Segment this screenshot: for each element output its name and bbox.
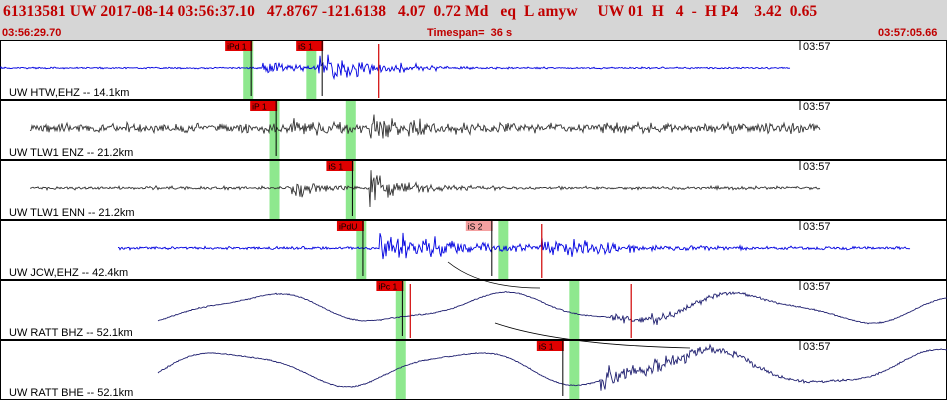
waveform-trace — [30, 170, 820, 207]
seismogram-panels[interactable]: iPd 1 iS 1 03:57 UW HTW,EHZ -- 14.1km iP 1 03… — [0, 40, 947, 400]
time-tick-label: 03:57 — [803, 281, 831, 293]
time-tick-label: 03:57 — [803, 161, 831, 173]
pick-label: iS 2 — [468, 222, 483, 232]
time-tick-label: 03:57 — [803, 221, 831, 233]
pick-window-highlight — [569, 341, 579, 399]
station-label: UW JCW,EHZ -- 42.4km — [9, 267, 128, 279]
pick-label: iPdU — [339, 222, 357, 232]
seismogram-panel[interactable]: iPd 1 iS 1 03:57 UW HTW,EHZ -- 14.1km — [0, 41, 947, 100]
station-label: UW RATT BHE -- 52.1km — [9, 387, 133, 399]
seismogram-panel[interactable]: iPc 1 03:57 UW RATT BHZ -- 52.1km — [1, 281, 947, 340]
seismogram-panel[interactable]: iP 1 03:57 UW TLW1 ENZ -- 21.2km — [1, 101, 947, 160]
pick-label: iS 1 — [298, 42, 313, 52]
pick-label: iS 1 — [328, 162, 343, 172]
pick-label: iPd 1 — [227, 42, 247, 52]
time-tick-label: 03:57 — [803, 41, 831, 53]
waveform-trace — [158, 292, 947, 325]
pick-window-highlight — [569, 281, 579, 339]
travel-time-curve — [448, 262, 540, 288]
station-label: UW RATT BHZ -- 52.1km — [9, 327, 133, 339]
station-label: UW TLW1 ENN -- 21.2km — [9, 207, 135, 219]
header-bar: 61313581 UW 2017-08-14 03:56:37.10 47.87… — [0, 0, 947, 40]
event-title: 61313581 UW 2017-08-14 03:56:37.10 47.87… — [3, 3, 817, 21]
pick-label: iS 1 — [539, 342, 554, 352]
time-tick-label: 03:57 — [803, 341, 831, 353]
waveform-trace — [118, 233, 910, 259]
pick-label: iP 1 — [252, 102, 267, 112]
pick-window-highlight — [396, 341, 406, 399]
waveform-canvas[interactable]: iPd 1 iS 1 03:57 UW HTW,EHZ -- 14.1km iP 1 03… — [0, 40, 947, 400]
travel-time-curve — [495, 323, 690, 348]
station-label: UW HTW,EHZ -- 14.1km — [9, 87, 129, 99]
waveform-trace — [30, 115, 820, 139]
waveform-trace — [0, 55, 790, 79]
timespan-label: Timespan= 36 s — [427, 27, 512, 39]
seismogram-panel[interactable]: iPdU iS 2 03:57 UW JCW,EHZ -- 42.4km — [1, 221, 947, 280]
time-tick-label: 03:57 — [803, 101, 831, 113]
end-time: 03:57:05.66 — [878, 27, 937, 39]
pick-flag[interactable]: iS 2 — [466, 221, 493, 276]
start-time: 03:56:29.70 — [2, 27, 61, 39]
pick-window-highlight — [270, 161, 280, 219]
station-label: UW TLW1 ENZ -- 21.2km — [9, 147, 133, 159]
seismogram-panel[interactable]: iS 1 03:57 UW RATT BHE -- 52.1km — [1, 341, 947, 400]
pick-label: iPc 1 — [378, 282, 397, 292]
seismogram-panel[interactable]: iS 1 03:57 UW TLW1 ENN -- 21.2km — [1, 161, 947, 220]
pick-flag[interactable]: iS 1 — [537, 341, 564, 396]
